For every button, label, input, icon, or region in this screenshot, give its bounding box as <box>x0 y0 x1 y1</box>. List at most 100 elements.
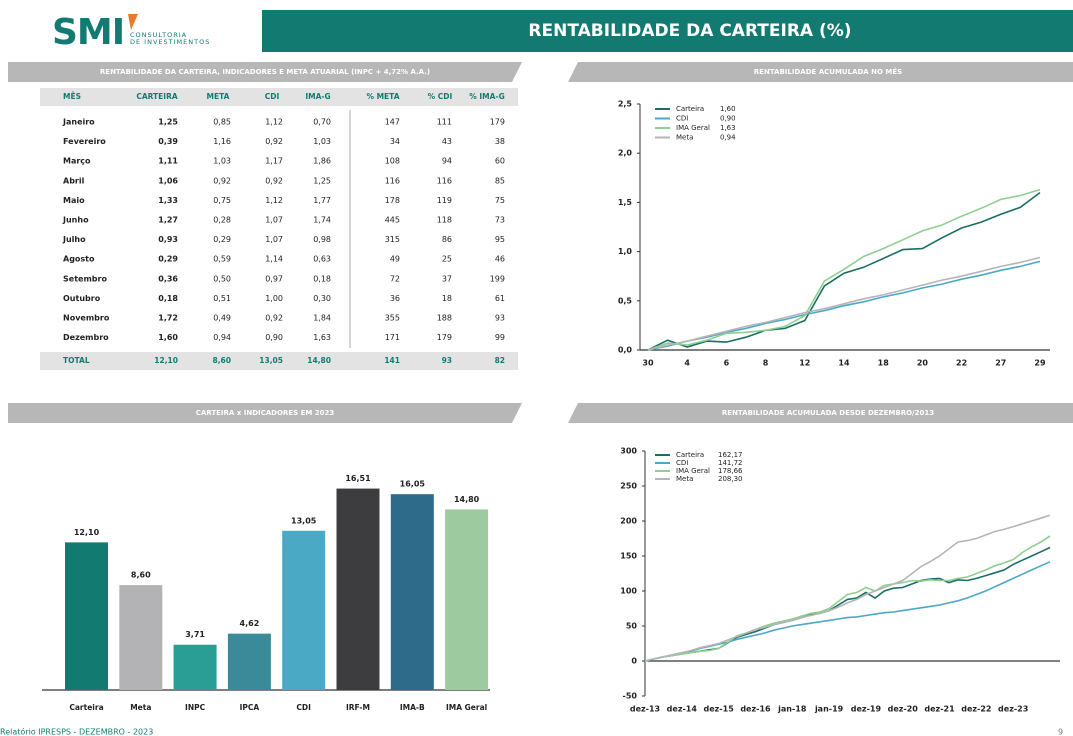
x-tick-label: INPC <box>185 703 206 712</box>
table-cell: 0,93 <box>158 235 178 244</box>
x-tick-label: IPCA <box>240 703 260 712</box>
table-cell: 1,03 <box>213 157 231 166</box>
table-cell: 37 <box>442 274 452 283</box>
x-tick-label: jan-18 <box>777 705 807 714</box>
legend-label: IMA Geral <box>676 467 710 475</box>
x-tick-label: 27 <box>995 359 1006 368</box>
legend-value: 208,30 <box>718 475 743 483</box>
page-title: RENTABILIDADE DA CARTEIRA (%) <box>528 21 851 41</box>
table-cell: Dezembro <box>63 333 109 342</box>
table-cell: 116 <box>437 176 452 185</box>
total-cell: 141 <box>384 356 400 365</box>
logo-mark <box>128 14 138 30</box>
table-cell: 1,86 <box>313 157 331 166</box>
table-cell: Novembro <box>63 314 110 323</box>
table-cell: 1,84 <box>313 314 331 323</box>
bar <box>390 494 434 690</box>
table-total-row <box>40 352 518 370</box>
table-cell: 108 <box>385 157 400 166</box>
legend-value: 1,60 <box>720 105 736 113</box>
table-cell: 1,06 <box>158 176 178 185</box>
table-cell: Abril <box>63 176 85 185</box>
table-cell: 25 <box>442 255 452 264</box>
table-cell: 0,51 <box>213 294 231 303</box>
table-cell: 0,18 <box>313 274 331 283</box>
value-label: 16,05 <box>400 480 426 489</box>
table-cell: 1,25 <box>313 176 331 185</box>
value-label: 14,80 <box>454 495 480 504</box>
x-tick-label: CDI <box>296 703 311 712</box>
y-tick-label: 1,5 <box>618 198 633 207</box>
bar <box>445 509 489 690</box>
value-label: 12,10 <box>74 528 100 537</box>
x-tick-label: 18 <box>878 359 890 368</box>
table-cell: 99 <box>495 333 505 342</box>
x-tick-label: Meta <box>130 703 151 712</box>
bar <box>65 542 108 690</box>
x-tick-label: IMA-B <box>400 703 425 712</box>
series-line <box>647 191 1041 351</box>
y-tick-label: 0,5 <box>618 296 633 305</box>
legend-value: 0,90 <box>720 115 736 123</box>
table-cell: Julho <box>62 235 86 244</box>
table-cell: 1,07 <box>265 216 283 225</box>
table-cell: 86 <box>442 235 452 244</box>
y-tick-label: 100 <box>620 587 637 596</box>
bar <box>119 585 163 690</box>
panel-title: RENTABILIDADE ACUMULADA NO MÊS <box>754 67 902 76</box>
legend-label: IMA Geral <box>676 124 710 132</box>
y-tick-label: 300 <box>620 447 637 456</box>
x-tick-label: 22 <box>956 359 967 368</box>
table-cell: 0,85 <box>213 118 231 127</box>
panel-header <box>8 62 522 82</box>
table-cell: 0,92 <box>265 176 283 185</box>
table-cell: Outubro <box>63 294 101 303</box>
table-cell: 0,94 <box>213 333 231 342</box>
legend-label: CDI <box>676 459 688 467</box>
table-cell: 1,12 <box>265 118 283 127</box>
x-tick-label: dez-13 <box>630 705 660 714</box>
legend-label: Meta <box>676 475 693 483</box>
table-cell: 1,17 <box>265 157 283 166</box>
table-header-row <box>40 88 518 106</box>
table-cell: 0,98 <box>313 235 331 244</box>
table-cell: 85 <box>495 176 505 185</box>
x-tick-label: 20 <box>917 359 929 368</box>
total-cell: 13,05 <box>259 356 283 365</box>
x-tick-label: 29 <box>1034 359 1046 368</box>
x-tick-label: IRF-M <box>346 703 370 712</box>
y-tick-label: -50 <box>623 692 638 701</box>
series-line <box>644 514 1051 662</box>
table-cell: 72 <box>390 274 400 283</box>
y-tick-label: 200 <box>620 517 637 526</box>
panel-title: RENTABILIDADE DA CARTEIRA, INDICADORES E… <box>100 68 430 76</box>
legend-value: 162,17 <box>718 451 743 459</box>
table-cell: 0,28 <box>213 216 231 225</box>
column-header: MÊS <box>63 92 81 101</box>
column-header: % IMA-G <box>469 92 504 101</box>
table-cell: 0,59 <box>213 255 231 264</box>
legend-value: 1,63 <box>720 124 736 132</box>
table-cell: 199 <box>490 274 505 283</box>
table-cell: Janeiro <box>62 118 95 127</box>
table-cell: 355 <box>385 314 400 323</box>
x-tick-label: 30 <box>642 359 654 368</box>
table-cell: 0,92 <box>265 137 283 146</box>
page-number: 9 <box>1058 728 1063 736</box>
panel-header <box>568 62 1073 82</box>
table-cell: Agosto <box>63 255 95 264</box>
y-tick-label: 1,0 <box>618 247 633 256</box>
table-cell: 1,07 <box>265 235 283 244</box>
series-line <box>647 260 1041 351</box>
table-cell: 1,60 <box>158 333 178 342</box>
table-cell: Março <box>63 157 91 166</box>
table-cell: 0,92 <box>213 176 231 185</box>
table-cell: 1,77 <box>313 196 331 205</box>
y-tick-label: 50 <box>626 622 638 631</box>
table-cell: 36 <box>390 294 400 303</box>
bar <box>173 644 217 690</box>
legend-label: CDI <box>676 115 688 123</box>
table-cell: 94 <box>442 157 452 166</box>
table-cell: 1,03 <box>313 137 331 146</box>
table-cell: 18 <box>442 294 452 303</box>
